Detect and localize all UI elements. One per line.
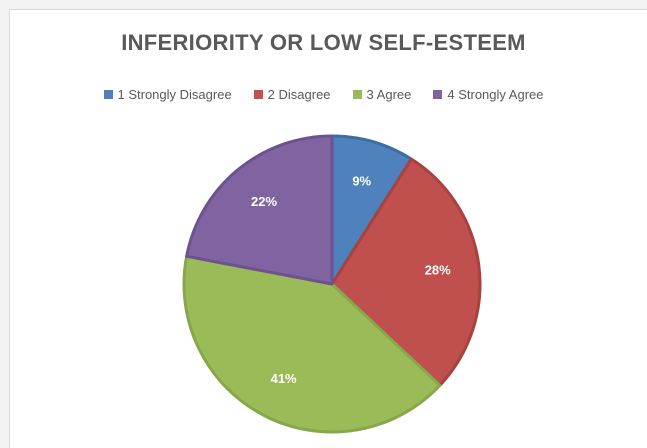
legend-swatch xyxy=(103,90,113,99)
legend-label: 3 Agree xyxy=(366,87,412,102)
pie-slice xyxy=(185,134,334,286)
pie-slice xyxy=(182,254,442,434)
legend-label: 2 Disagree xyxy=(267,87,331,102)
slice-value-label: 9% xyxy=(352,174,371,189)
legend-item: 2 Disagree xyxy=(253,87,331,102)
pie-slice xyxy=(330,157,482,387)
legend-item: 3 Agree xyxy=(352,87,412,102)
legend-item: 4 Strongly Agree xyxy=(433,87,544,102)
slice-value-label: 41% xyxy=(271,371,297,386)
pie-slice xyxy=(330,134,413,286)
legend-swatch xyxy=(253,90,263,99)
legend-swatch xyxy=(433,90,443,99)
legend: 1 Strongly Disagree 2 Disagree 3 Agree 4 St… xyxy=(0,87,647,102)
chart-title: INFERIORITY OR LOW SELF-ESTEEM xyxy=(121,30,526,55)
legend-item: 1 Strongly Disagree xyxy=(103,87,232,102)
legend-swatch xyxy=(352,90,362,99)
slice-value-label: 22% xyxy=(251,194,277,209)
slice-value-label: 28% xyxy=(425,263,451,278)
legend-label: 4 Strongly Agree xyxy=(447,87,544,102)
legend-label: 1 Strongly Disagree xyxy=(117,87,232,102)
